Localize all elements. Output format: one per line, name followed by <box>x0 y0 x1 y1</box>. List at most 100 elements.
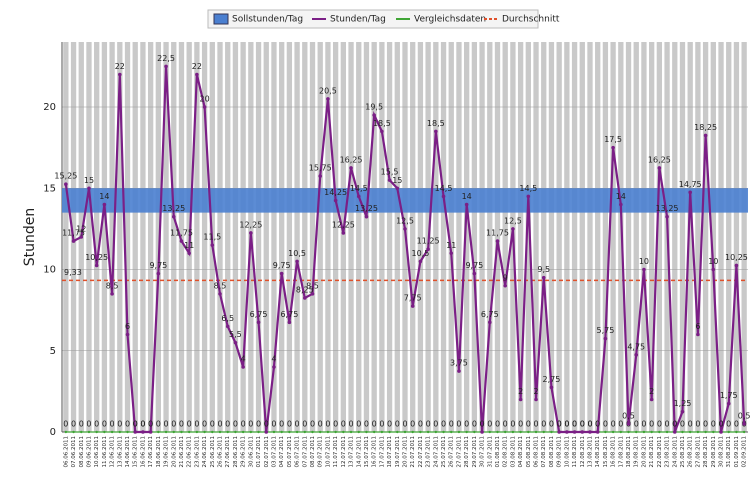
data-label: 0 <box>187 420 192 429</box>
data-label: 20 <box>200 95 210 104</box>
day-stripe <box>433 42 439 432</box>
data-point <box>380 129 384 134</box>
data-label: 0 <box>202 420 207 429</box>
day-stripe <box>309 42 316 432</box>
data-label: 0 <box>318 420 323 429</box>
data-label: 0 <box>63 420 68 429</box>
y-axis-label: Stunden <box>22 208 38 267</box>
data-label: 0 <box>410 420 415 429</box>
data-point <box>650 430 653 434</box>
data-point <box>542 430 545 434</box>
data-point <box>680 409 685 414</box>
data-point <box>365 430 368 434</box>
day-stripe <box>618 42 624 432</box>
day-stripe <box>171 42 177 432</box>
day-stripe <box>140 42 146 432</box>
data-point <box>380 430 384 434</box>
day-stripe <box>633 42 639 432</box>
data-point <box>349 166 353 170</box>
data-point <box>572 430 577 434</box>
x-tick-label: 10.07.2011 <box>325 436 331 468</box>
data-point <box>218 430 222 434</box>
day-stripe <box>656 42 663 432</box>
data-label: 11,5 <box>203 233 221 242</box>
data-point <box>64 430 68 434</box>
data-point <box>302 296 307 300</box>
data-label: 0 <box>164 420 169 429</box>
data-point <box>504 430 507 434</box>
x-tick-label: 01.08.2011 <box>495 436 501 468</box>
data-label: 18,5 <box>427 119 445 128</box>
x-tick-label: 30.07.2011 <box>480 436 486 468</box>
data-point <box>225 324 230 329</box>
data-label: 0 <box>194 420 199 429</box>
day-stripe <box>240 42 246 432</box>
x-tick-label: 23.07.2011 <box>426 436 432 468</box>
data-point <box>565 430 569 434</box>
data-point <box>164 430 168 434</box>
x-tick-label: 21.08.2011 <box>649 436 655 468</box>
x-tick-label: 31.08.2011 <box>726 436 732 468</box>
data-label: 0 <box>734 420 739 429</box>
x-tick-label: 01.07.2011 <box>256 436 262 468</box>
data-point <box>287 320 292 325</box>
data-point <box>234 430 237 434</box>
day-stripe <box>271 42 277 432</box>
day-stripe <box>417 42 424 432</box>
data-point <box>480 430 484 434</box>
day-stripe <box>109 42 115 432</box>
day-stripe <box>225 42 231 432</box>
data-point <box>164 64 168 69</box>
x-tick-label: 25.07.2011 <box>441 436 447 468</box>
x-tick-label: 02.08.2011 <box>503 436 509 468</box>
data-point <box>519 430 522 434</box>
data-label: 11 <box>446 241 456 250</box>
data-point <box>64 182 68 186</box>
x-tick-label: 20.07.2011 <box>403 436 409 468</box>
data-point <box>619 202 623 207</box>
data-label: 0 <box>641 420 646 429</box>
data-point <box>696 430 700 434</box>
data-label: 0 <box>695 420 700 429</box>
data-point <box>426 430 430 434</box>
data-point <box>180 430 183 434</box>
data-label: 3,75 <box>450 359 468 368</box>
data-label: 0 <box>426 420 431 429</box>
x-tick-label: 13.07.2011 <box>349 436 355 468</box>
day-stripe <box>263 42 269 432</box>
data-point <box>356 194 361 199</box>
data-point <box>627 430 630 434</box>
day-stripe <box>533 42 539 432</box>
data-label: 0 <box>295 420 300 429</box>
data-label: 18,25 <box>694 123 717 132</box>
x-tick-label: 09.06.2011 <box>86 436 92 468</box>
data-label: 12,25 <box>332 220 355 229</box>
data-label: 0 <box>580 420 585 429</box>
day-stripe <box>348 42 354 432</box>
day-stripe <box>279 42 285 432</box>
data-point <box>187 251 191 256</box>
data-label: 1,25 <box>674 399 692 408</box>
data-point <box>473 430 476 434</box>
day-stripe <box>379 42 385 432</box>
day-stripe <box>517 42 524 432</box>
data-label: 0,5 <box>738 411 750 420</box>
data-point <box>449 251 454 256</box>
day-stripe <box>63 42 69 432</box>
data-label: 0 <box>341 420 346 429</box>
x-tick-label: 14.07.2011 <box>356 436 362 468</box>
data-label: 0 <box>456 420 461 429</box>
data-label: 0 <box>364 420 369 429</box>
x-tick-label: 13.08.2011 <box>587 436 593 468</box>
data-point <box>418 259 423 264</box>
y-tick-label: 0 <box>50 427 56 438</box>
legend-label: Durchschnitt <box>502 15 560 25</box>
data-label: 15,25 <box>54 172 77 181</box>
data-point <box>726 401 731 406</box>
data-point <box>550 430 553 434</box>
data-label: 14,5 <box>350 184 368 193</box>
data-label: 0 <box>372 420 377 429</box>
legend-swatch <box>213 13 229 25</box>
data-label: 4,75 <box>627 342 645 351</box>
data-point <box>94 263 99 268</box>
